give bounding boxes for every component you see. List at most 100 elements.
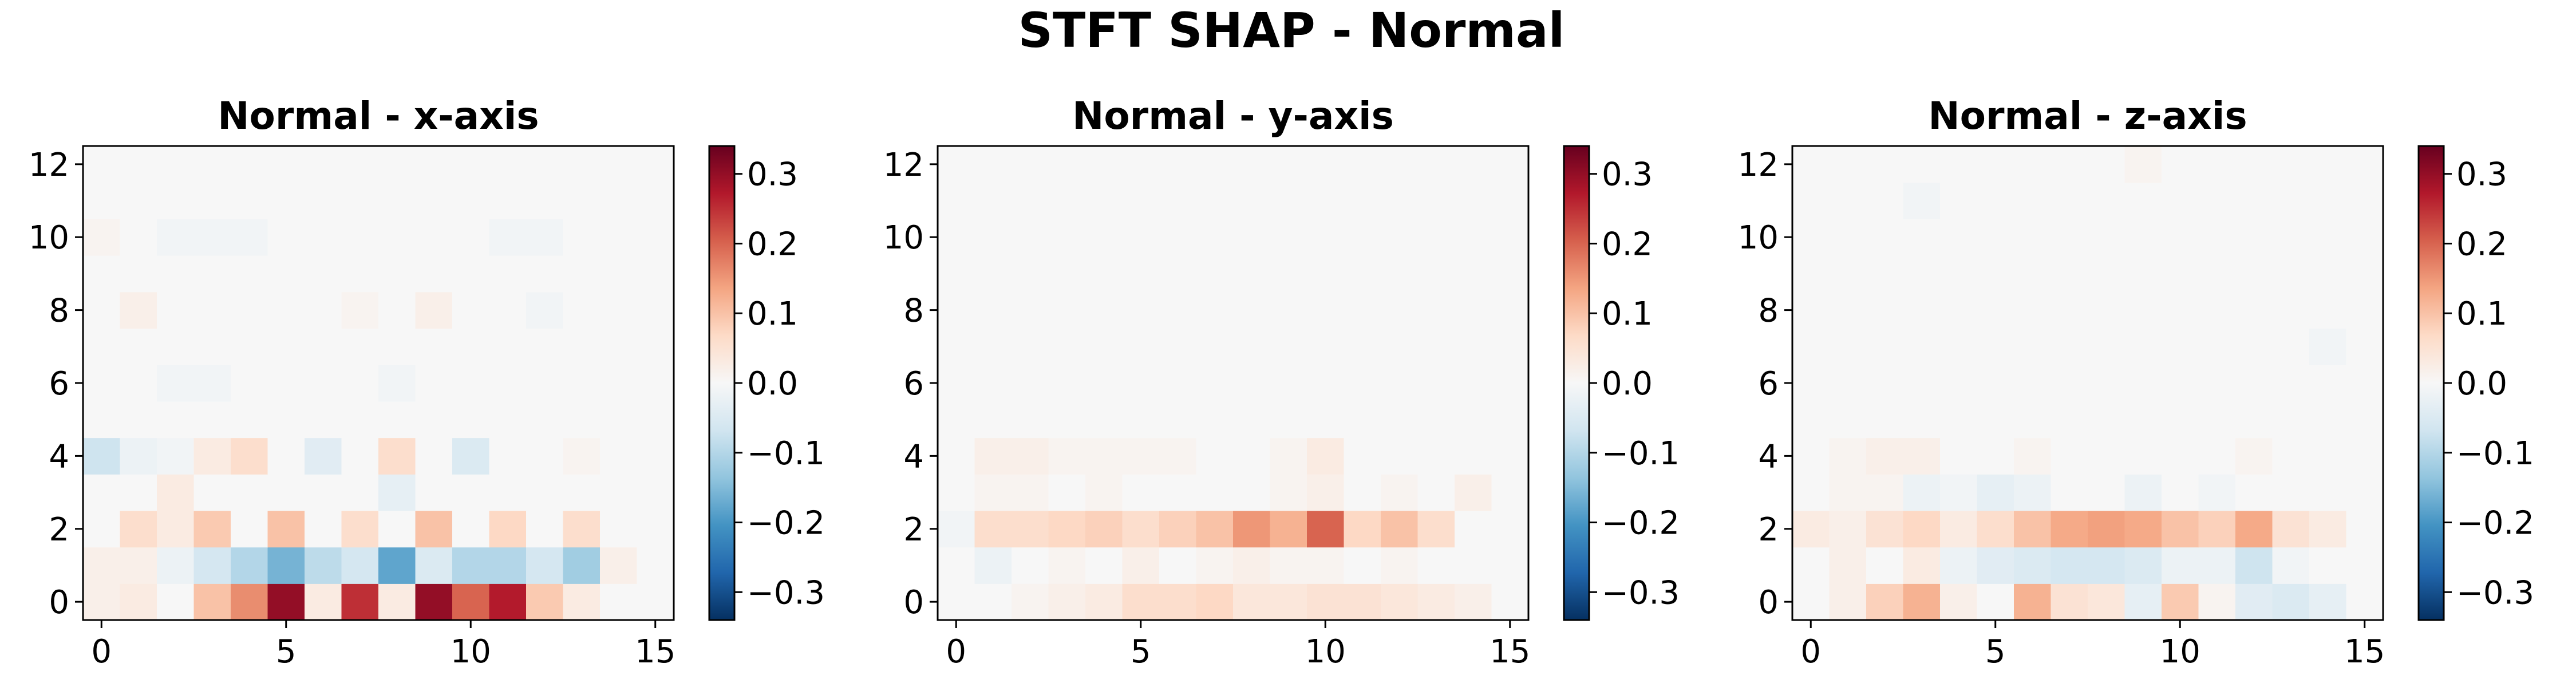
heatmap-cell [305,255,342,293]
heatmap-cell [938,146,975,183]
heatmap-cell [2198,291,2236,329]
heatmap-cell [305,146,342,183]
heatmap-cell [2162,583,2199,621]
heatmap-cell [1417,547,1455,584]
heatmap-cell [600,219,638,256]
heatmap-cell [1233,401,1271,439]
y-tick-label: 4 [1758,438,1779,475]
heatmap-cell [305,365,342,402]
heatmap-cell [1233,365,1271,402]
heatmap-cell [341,365,379,402]
heatmap-cell [489,291,527,329]
heatmap-cell [1903,583,1941,621]
heatmap-cell [1866,437,1904,475]
heatmap-cell [637,219,674,256]
heatmap-cell [341,328,379,365]
heatmap-cell [83,146,121,183]
heatmap-cell [83,401,121,439]
heatmap-cell [974,401,1012,439]
heatmap-cell [341,291,379,329]
heatmap-cell [2198,219,2236,256]
heatmap-cell [1012,510,1049,548]
heatmap-cell [1307,547,1345,584]
heatmap-cell [1344,547,1381,584]
colorbar-tick-label: 0.2 [747,226,798,263]
heatmap-cell [1085,474,1123,511]
heatmap-cell [637,583,674,621]
heatmap-cell [1829,365,1867,402]
heatmap-cell [1122,510,1160,548]
heatmap-cell [267,219,305,256]
colorbar-ticks: 0.3 0.2 0.1 0.0 −0.1 −0.2 −0.3 [2444,156,2534,611]
heatmap-cell [1940,219,1978,256]
heatmap-cell [83,255,121,293]
heatmap-cell [563,474,600,511]
heatmap-cell [489,510,527,548]
heatmap-cell [1270,182,1307,219]
heatmap-cell [2272,255,2310,293]
heatmap-cell [1048,474,1086,511]
y-tick-label: 6 [1758,365,1779,402]
heatmap-cell [2346,401,2384,439]
heatmap-cell [120,146,157,183]
heatmap-cell [1048,401,1086,439]
heatmap-cell [2088,255,2125,293]
heatmap-cell [1012,401,1049,439]
heatmap-cell [526,401,564,439]
heatmap-cell [600,437,638,475]
heatmap-cell [83,583,121,621]
heatmap-cell [1085,219,1123,256]
heatmap-cell [1829,219,1867,256]
heatmap-cell [526,328,564,365]
heatmap-cell [120,365,157,402]
heatmap-cell [2124,547,2162,584]
heatmap-cell [1307,255,1345,293]
heatmap-cell [2162,365,2199,402]
heatmap-cell [1455,291,1492,329]
heatmap-cell [489,328,527,365]
heatmap-cell [1159,255,1197,293]
colorbar-tick-label: −0.2 [747,505,825,542]
colorbar-tick-label: −0.2 [1602,505,1680,542]
heatmap-cell [1012,474,1049,511]
heatmap-cell [157,583,195,621]
heatmap-cell [120,437,157,475]
heatmap-cell [415,365,453,402]
heatmap-cell [1491,365,1529,402]
heatmap-cell [341,437,379,475]
heatmap-cell [120,510,157,548]
heatmap-cell [526,547,564,584]
heatmap-cell [526,437,564,475]
x-tick-label: 15 [1490,633,1530,670]
heatmap-cell [1196,291,1234,329]
heatmap-cell [157,255,195,293]
heatmap-cell [1491,182,1529,219]
heatmap-cell [1085,182,1123,219]
heatmap-cell [974,255,1012,293]
heatmap-cell [2346,291,2384,329]
heatmap-cell [974,365,1012,402]
heatmap-cell [1196,474,1234,511]
heatmap-cell [193,291,231,329]
heatmap-cell [378,437,416,475]
heatmap-cell [563,182,600,219]
heatmap-cell [1829,328,1867,365]
heatmap-cell [2124,328,2162,365]
heatmap-cell [1122,401,1160,439]
heatmap-cell [1829,401,1867,439]
heatmap-cell [1270,547,1307,584]
heatmap-cell [2235,328,2273,365]
y-tick-label: 2 [49,511,69,548]
heatmap-cell [2309,510,2347,548]
heatmap-cell [1048,583,1086,621]
heatmap-cell [1940,291,1978,329]
heatmap-cell [974,182,1012,219]
heatmap-cell [2272,583,2310,621]
heatmap-cell [2014,219,2052,256]
heatmap-cell [2198,146,2236,183]
heatmap-cell [2050,146,2088,183]
heatmap-cell [267,146,305,183]
heatmap-cell [305,583,342,621]
